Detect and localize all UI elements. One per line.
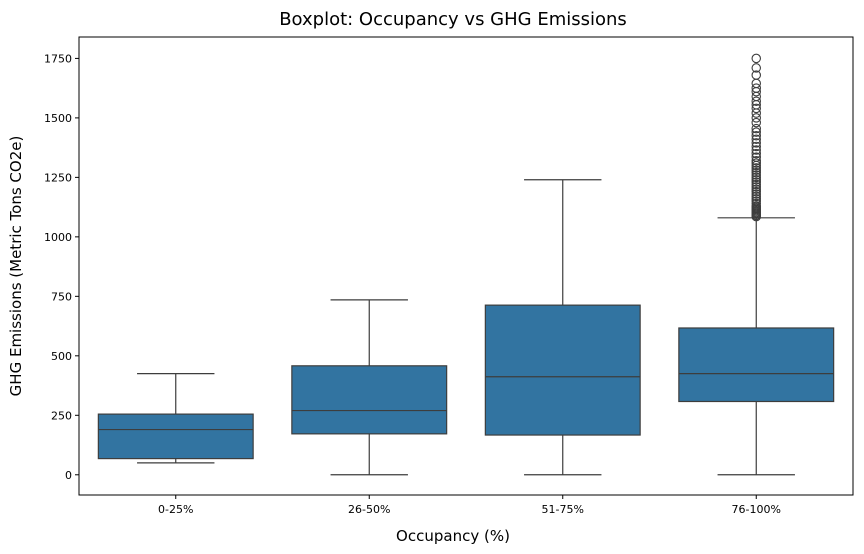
outlier-point <box>751 148 761 159</box>
y-tick-label: 1250 <box>44 171 72 184</box>
outlier-point <box>751 103 761 114</box>
chart-title: Boxplot: Occupancy vs GHG Emissions <box>279 9 627 30</box>
outlier-point <box>751 127 761 137</box>
y-tick-label: 1500 <box>44 112 72 125</box>
outlier-point <box>751 175 761 185</box>
y-tick-label: 500 <box>51 350 72 363</box>
outlier-point <box>751 141 761 152</box>
x-axis-title: Occupancy (%) <box>396 527 510 545</box>
y-tick-label: 1750 <box>44 52 72 65</box>
outlier-point <box>751 182 761 192</box>
outlier-point <box>751 108 761 118</box>
outlier-point <box>751 165 761 175</box>
outlier-point <box>751 83 761 93</box>
outlier-point <box>751 117 761 128</box>
outlier-point <box>751 96 761 106</box>
y-tick-label: 0 <box>65 469 72 482</box>
x-tick-label: 26-50% <box>348 503 390 516</box>
y-tick-label: 750 <box>51 290 72 303</box>
y-axis-title: GHG Emissions (Metric Tons CO2e) <box>7 136 25 397</box>
outlier-point <box>751 70 761 80</box>
x-tick-label: 76-100% <box>732 503 781 516</box>
outlier-point <box>751 78 761 89</box>
outlier-point <box>751 155 761 166</box>
axes: 0 250 500 750 1000 1250 1500 1750 0-25% 26-50% 51-… <box>44 36 854 516</box>
y-tick-label: 250 <box>51 409 72 422</box>
outlier-point <box>751 163 761 173</box>
outlier-point <box>751 63 761 73</box>
outlier-point <box>751 123 761 134</box>
x-tick-label: 0-25% <box>158 503 193 516</box>
outlier-point <box>751 172 761 183</box>
outlier-point <box>751 134 761 145</box>
box-group-2 <box>291 299 448 476</box>
outlier-point <box>751 189 761 199</box>
outlier-point <box>751 201 761 211</box>
outlier-point <box>751 91 761 102</box>
box-iqr <box>678 327 835 403</box>
outlier-point <box>751 130 761 141</box>
box-group-1 <box>97 373 254 464</box>
x-tick-label: 51-75% <box>542 503 584 516</box>
outlier-point <box>751 145 761 155</box>
box-iqr <box>484 304 641 436</box>
outlier-point <box>751 177 761 187</box>
box-iqr <box>97 413 254 460</box>
outlier-point <box>751 158 761 168</box>
outlier-point <box>751 184 761 195</box>
outlier-point <box>751 194 761 204</box>
outlier-point <box>751 113 761 123</box>
outlier-point <box>751 53 761 64</box>
box-group-3 <box>484 179 641 476</box>
outlier-point <box>751 179 761 190</box>
box-iqr <box>291 365 448 435</box>
box-group-4 <box>678 53 835 476</box>
plot-area <box>97 53 835 476</box>
y-tick-label: 1000 <box>44 231 72 244</box>
outlier-point <box>751 167 761 178</box>
outlier-point <box>751 152 761 162</box>
outlier-point <box>751 191 761 202</box>
outlier-point <box>751 170 761 180</box>
outlier-point <box>751 186 761 197</box>
plot-frame <box>78 36 854 496</box>
outlier-point <box>751 196 761 206</box>
outlier-point <box>751 138 761 148</box>
outlier-point <box>751 198 761 209</box>
